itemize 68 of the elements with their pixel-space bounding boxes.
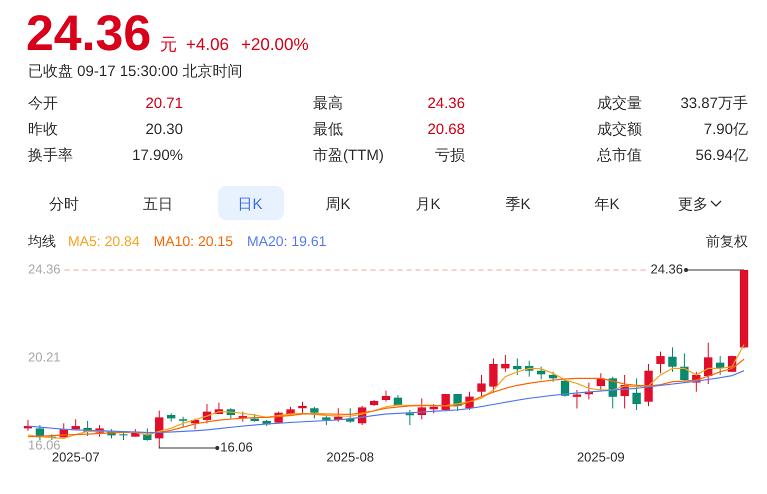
text: 已收盘 09-17 15:30:00 北京时间 bbox=[28, 63, 242, 80]
candlestick bbox=[477, 374, 486, 396]
x-tick-label: 2025-08 bbox=[326, 450, 374, 465]
text: 总市值 bbox=[596, 147, 642, 164]
y-tick-label: 24.36 bbox=[28, 261, 61, 276]
candlestick bbox=[298, 401, 307, 414]
text: 亏损 bbox=[435, 147, 465, 164]
candlestick bbox=[704, 342, 712, 385]
text: 今开 bbox=[28, 95, 58, 112]
candlestick bbox=[310, 406, 319, 419]
text: 日K bbox=[237, 196, 263, 213]
candlestick bbox=[441, 394, 450, 410]
candlestick bbox=[536, 366, 546, 380]
candlestick bbox=[155, 410, 164, 446]
text: 最低 bbox=[313, 121, 343, 138]
candlestick bbox=[382, 390, 390, 402]
text: 17.90% bbox=[132, 147, 183, 164]
text: 季K bbox=[505, 196, 531, 213]
candlestick bbox=[430, 404, 438, 414]
candlestick bbox=[680, 352, 689, 382]
chart-title: 24.36 bbox=[650, 261, 684, 276]
candlestick bbox=[632, 378, 641, 410]
candlestick bbox=[572, 390, 582, 409]
text: 33.87万手 bbox=[680, 95, 748, 112]
text: MA5: 20.84 bbox=[68, 233, 140, 249]
candlestick bbox=[394, 394, 402, 406]
text: 7.90亿 bbox=[704, 121, 748, 138]
y-tick-label: 16.06 bbox=[28, 437, 61, 452]
line-series bbox=[27, 344, 745, 439]
text: 年K bbox=[594, 196, 620, 213]
text: 前复权 bbox=[706, 233, 748, 249]
text: MA20: 19.61 bbox=[247, 233, 327, 249]
text: 56.94亿 bbox=[695, 147, 748, 164]
candlestick bbox=[489, 358, 498, 392]
text: 市盈(TTM) bbox=[313, 147, 384, 164]
text: 换手率 bbox=[28, 147, 73, 164]
candlestick bbox=[178, 416, 188, 428]
text: 成交量 bbox=[597, 95, 642, 112]
candlestick bbox=[513, 358, 522, 376]
text: 24.36 bbox=[427, 95, 465, 112]
text: MA10: 20.15 bbox=[154, 233, 234, 249]
candlestick bbox=[72, 418, 80, 431]
legend-title: 均线 bbox=[27, 233, 56, 249]
text: 20.71 bbox=[145, 95, 183, 112]
candlestick bbox=[656, 351, 665, 374]
x-tick-label: 2025-07 bbox=[52, 450, 100, 465]
text: 五日 bbox=[143, 196, 173, 213]
y-tick-label: 20.21 bbox=[28, 349, 61, 364]
x-tick-label: 2025-09 bbox=[576, 450, 625, 465]
text: 最高 bbox=[313, 95, 343, 112]
text: 昨收 bbox=[28, 121, 58, 138]
text: 周K bbox=[325, 196, 351, 213]
text: 分时 bbox=[49, 196, 79, 213]
text: 20.30 bbox=[145, 121, 183, 138]
annotation: 16.06 bbox=[220, 439, 253, 454]
text: 成交额 bbox=[597, 121, 642, 138]
text: 更多 bbox=[678, 196, 708, 213]
text: +4.06 bbox=[186, 35, 230, 54]
candlestick bbox=[548, 371, 558, 382]
candlestick bbox=[716, 356, 724, 376]
text: 月K bbox=[415, 196, 441, 213]
text: 20.68 bbox=[427, 121, 465, 138]
candlestick bbox=[406, 409, 414, 426]
text: 元 bbox=[160, 35, 177, 54]
candlestick bbox=[668, 346, 677, 372]
candlestick bbox=[596, 372, 605, 392]
candlestick bbox=[501, 354, 510, 372]
text: +20.00% bbox=[241, 35, 309, 54]
